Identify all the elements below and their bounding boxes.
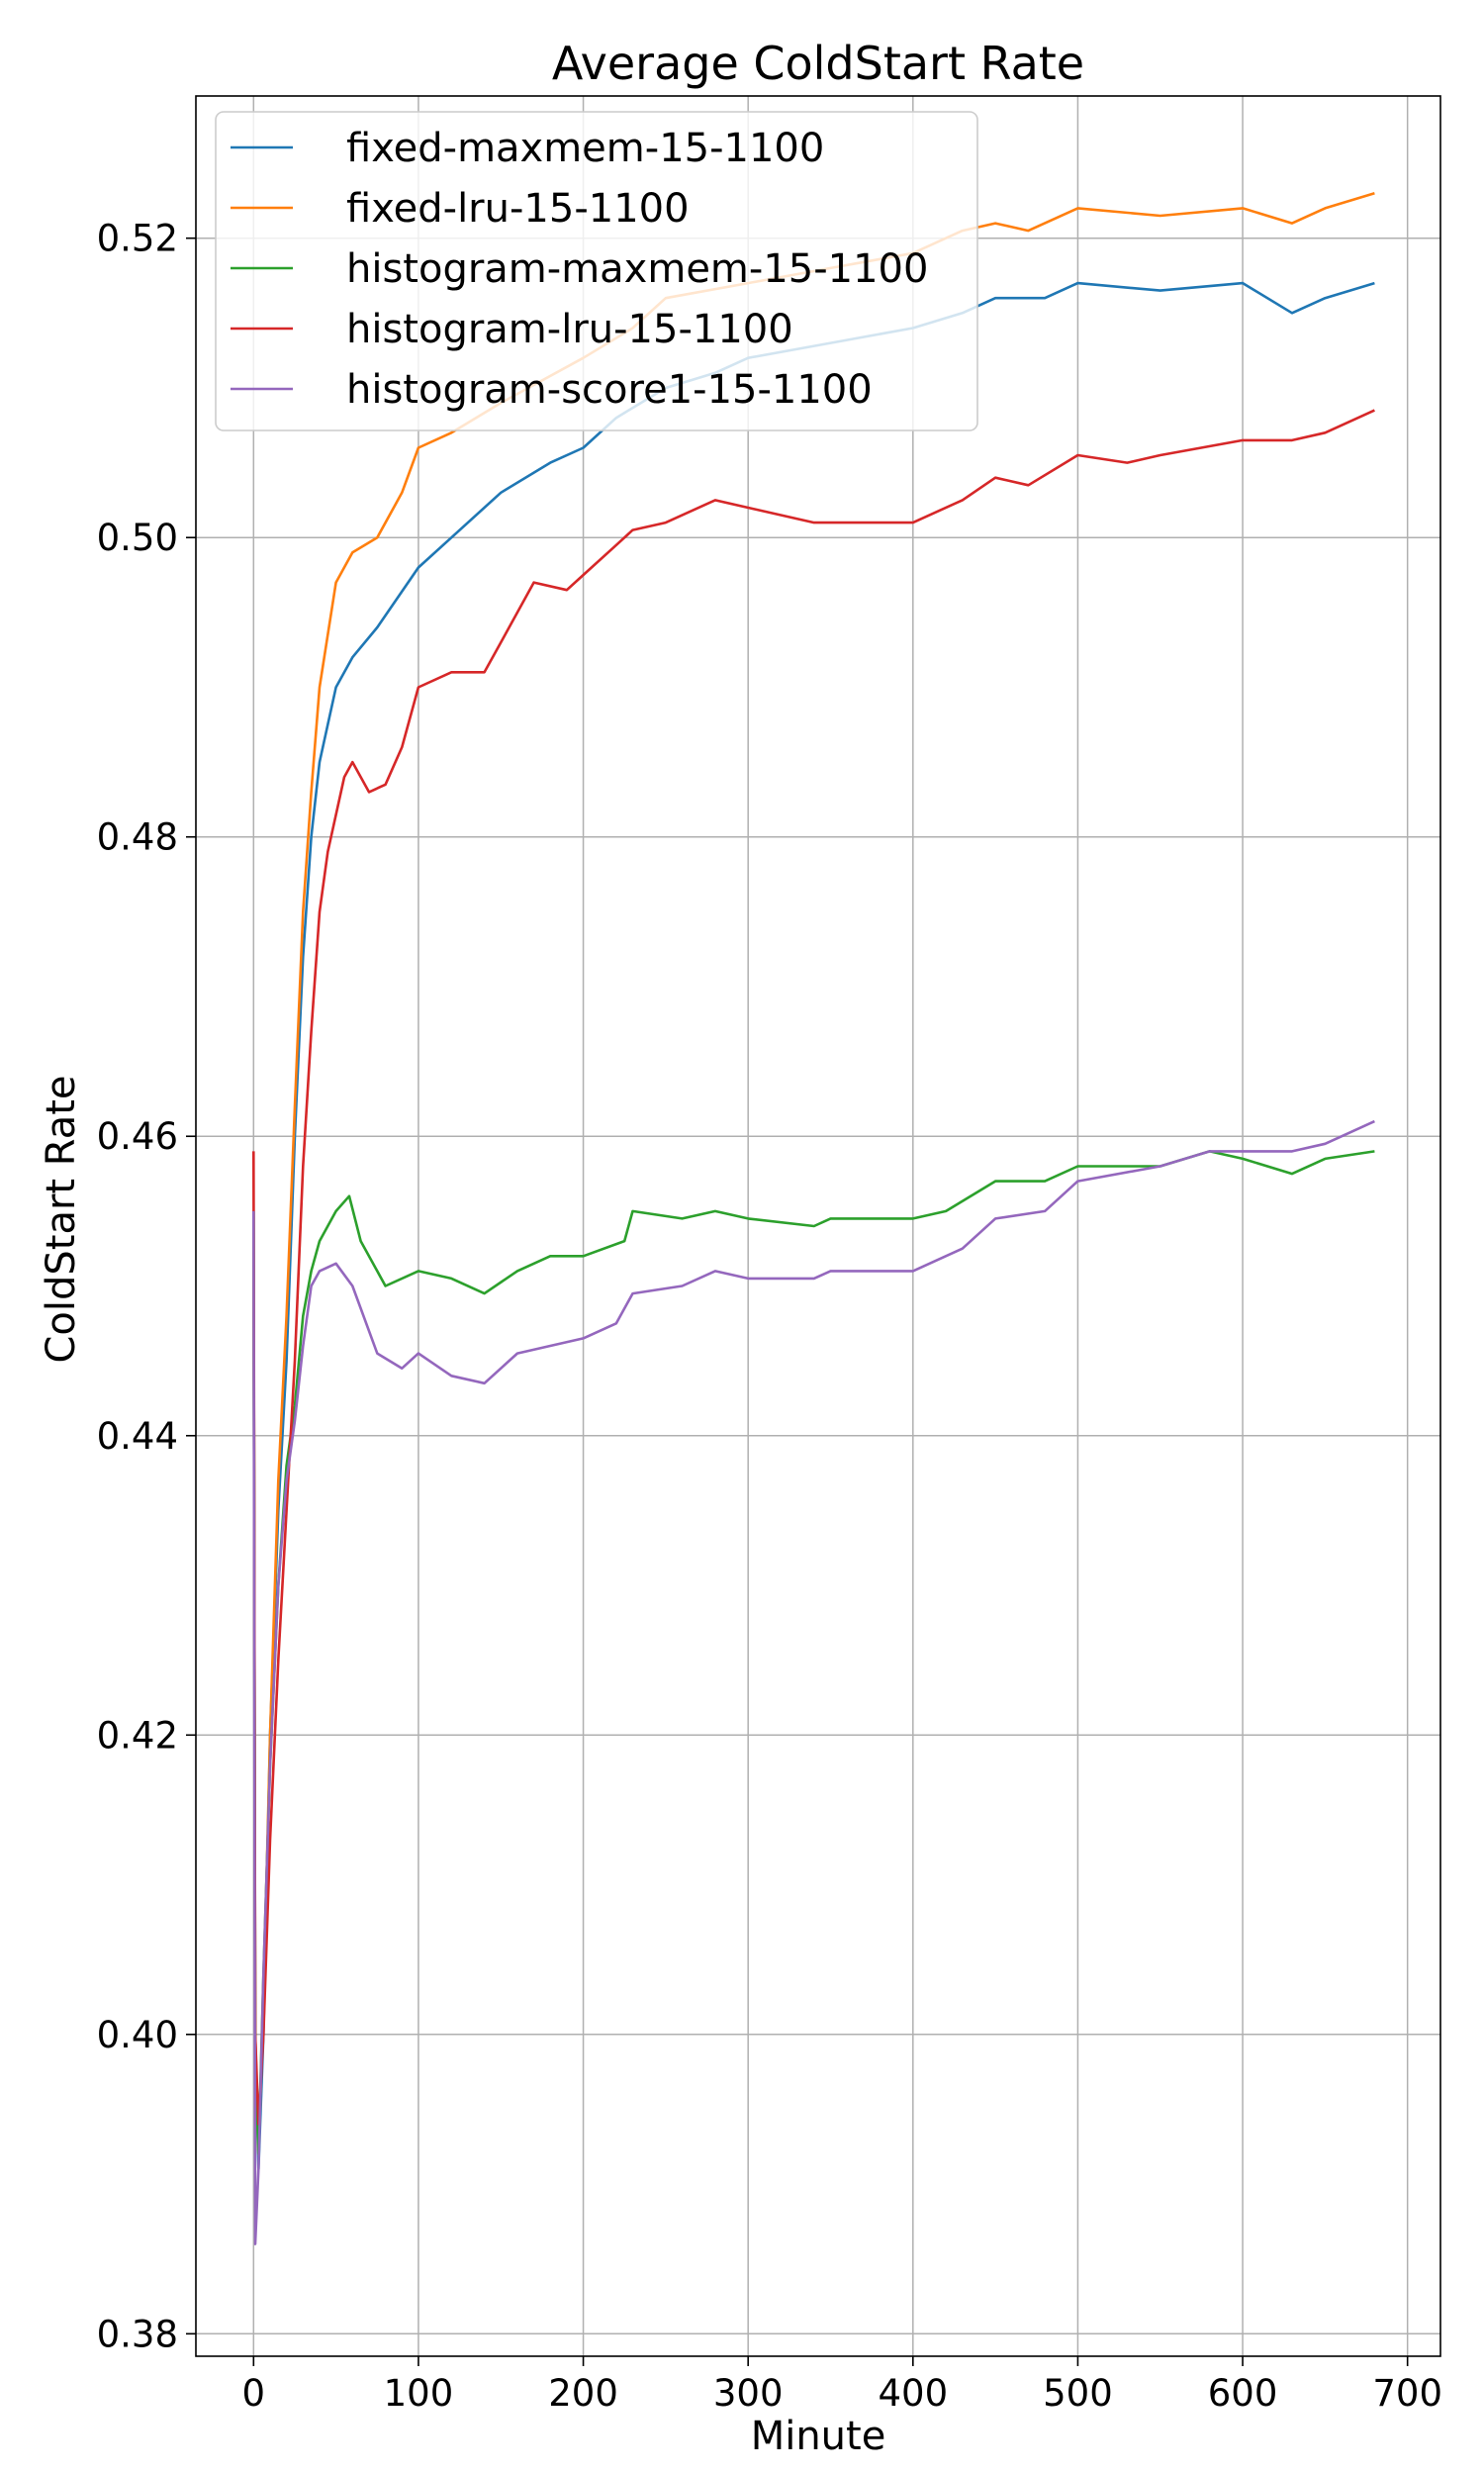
series-line-fixed-maxmem-15-1100 [252, 281, 1375, 2171]
axis-ticks: 0 100 200 300 400 500 600 700 0.38 0.40 0.42 0.44 0.… [97, 218, 1442, 2415]
plot-frame [195, 95, 1441, 2357]
x-tick-label: 200 [548, 2372, 618, 2415]
grid-lines [196, 96, 1440, 2356]
series-line-histogram-score1-15-1100 [252, 1119, 1375, 2245]
x-tick-label: 500 [1043, 2372, 1113, 2415]
y-tick-label: 0.48 [97, 816, 178, 859]
y-tick-label: 0.42 [97, 1714, 178, 1757]
y-tick-label: 0.50 [97, 517, 178, 559]
x-tick-label: 600 [1208, 2372, 1278, 2415]
legend-label: histogram-maxmem-15-1100 [346, 246, 928, 292]
x-tick-label: 700 [1372, 2372, 1442, 2415]
legend-label: fixed-maxmem-15-1100 [346, 126, 824, 171]
y-tick-label: 0.46 [97, 1115, 178, 1158]
x-tick-label: 100 [384, 2372, 454, 2415]
series-lines [252, 192, 1375, 2245]
x-tick-label: 0 [242, 2372, 266, 2415]
y-tick-label: 0.52 [97, 218, 178, 260]
legend-label: histogram-lru-15-1100 [346, 307, 793, 352]
y-tick-label: 0.44 [97, 1415, 178, 1458]
chart-title: Average ColdStart Rate [552, 37, 1084, 90]
x-tick-label: 400 [878, 2372, 948, 2415]
y-tick-label: 0.38 [97, 2313, 178, 2355]
legend: fixed-maxmem-15-1100 fixed-lru-15-1100 his… [215, 111, 978, 431]
legend-label: histogram-score1-15-1100 [346, 367, 873, 413]
legend-label: fixed-lru-15-1100 [346, 186, 690, 232]
x-tick-label: 300 [713, 2372, 784, 2415]
x-axis-label: Minute [751, 2414, 886, 2459]
y-tick-label: 0.40 [97, 2014, 178, 2056]
legend-box [215, 111, 978, 431]
series-line-histogram-lru-15-1100 [252, 409, 1375, 2126]
series-line-fixed-lru-15-1100 [252, 192, 1375, 2156]
y-axis-label: ColdStart Rate [39, 1075, 84, 1363]
